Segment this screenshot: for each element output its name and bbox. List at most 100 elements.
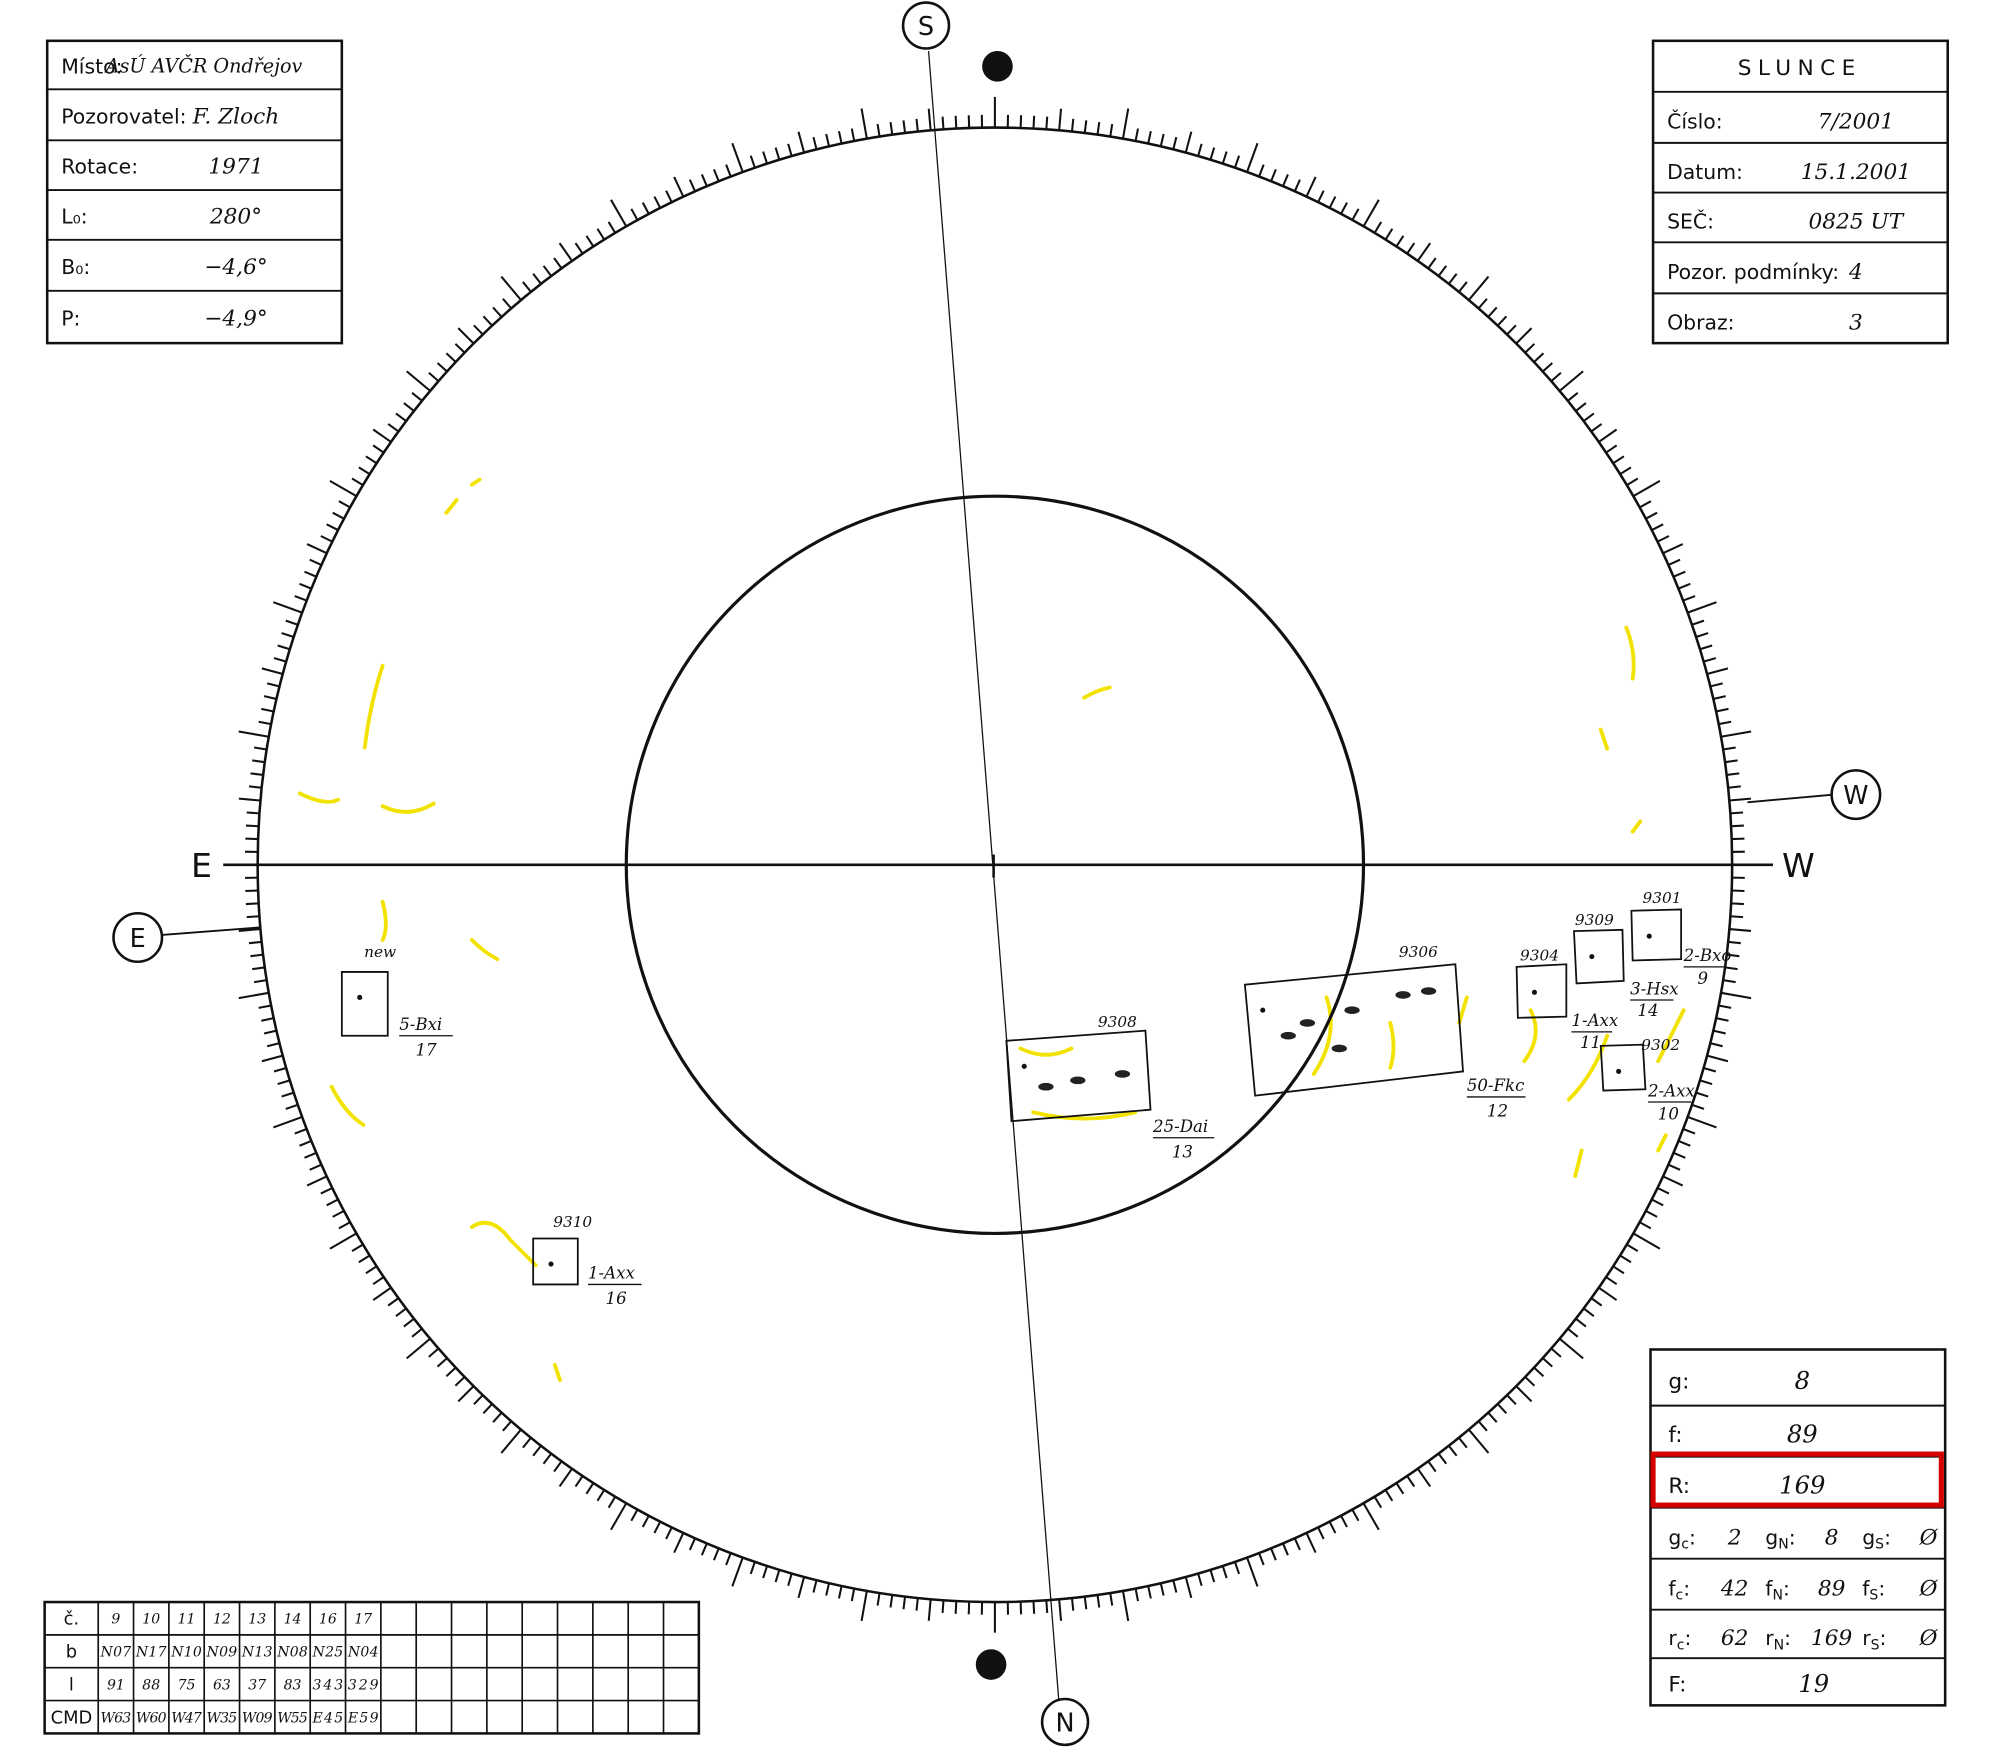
degree-tick bbox=[1293, 179, 1301, 192]
faculae bbox=[297, 477, 1686, 1383]
degree-tick bbox=[329, 1232, 357, 1250]
degree-tick bbox=[1567, 392, 1579, 402]
degree-tick bbox=[585, 1482, 595, 1495]
degree-tick bbox=[812, 1579, 818, 1593]
degree-tick bbox=[797, 131, 806, 153]
degree-tick bbox=[712, 1547, 720, 1561]
group-number: new bbox=[364, 943, 396, 961]
degree-tick bbox=[1172, 136, 1178, 150]
spot bbox=[1344, 1006, 1360, 1015]
split-field: rS: bbox=[1862, 1626, 1886, 1653]
degree-tick bbox=[941, 1600, 945, 1614]
split-field: rN: bbox=[1765, 1626, 1791, 1653]
cell-value: N09 bbox=[206, 1645, 238, 1661]
degree-tick bbox=[1184, 131, 1193, 153]
degree-tick bbox=[372, 444, 385, 454]
group-class: 1-Axx bbox=[588, 1264, 635, 1283]
degree-tick bbox=[358, 466, 371, 475]
degree-tick bbox=[1070, 1597, 1075, 1611]
degree-tick bbox=[1575, 402, 1587, 412]
degree-tick bbox=[252, 966, 265, 971]
degree-tick bbox=[653, 1521, 662, 1534]
degree-tick bbox=[1524, 1376, 1536, 1387]
spot bbox=[1299, 1019, 1316, 1027]
degree-tick bbox=[837, 1585, 843, 1599]
degree-tick bbox=[1678, 582, 1691, 590]
degree-tick bbox=[1718, 1004, 1732, 1009]
degree-tick bbox=[1477, 298, 1488, 310]
degree-tick bbox=[837, 130, 843, 144]
degree-tick bbox=[1395, 1482, 1405, 1495]
field-value: 8 bbox=[1825, 1525, 1839, 1550]
degree-tick bbox=[1384, 228, 1394, 241]
degree-tick bbox=[1639, 500, 1652, 509]
degree-tick bbox=[445, 1366, 457, 1378]
degree-tick bbox=[1395, 235, 1405, 248]
degree-tick bbox=[1605, 444, 1618, 454]
cell-value: W63 bbox=[101, 1710, 132, 1726]
label-sub: c bbox=[1676, 1588, 1684, 1604]
pole-dot bbox=[975, 1649, 1007, 1680]
degree-tick bbox=[825, 133, 831, 147]
degree-tick bbox=[261, 707, 274, 713]
degree-tick bbox=[266, 1042, 280, 1048]
degree-tick bbox=[1458, 1437, 1468, 1449]
cell-value: 16 bbox=[319, 1612, 337, 1628]
degree-tick bbox=[1639, 1221, 1652, 1230]
degree-tick bbox=[688, 1537, 696, 1551]
degree-tick bbox=[258, 1004, 272, 1009]
degree-tick bbox=[1172, 1579, 1178, 1593]
degree-tick bbox=[1720, 991, 1752, 1000]
degree-tick bbox=[238, 991, 270, 1000]
degree-tick bbox=[500, 1428, 522, 1454]
degree-tick bbox=[1687, 1115, 1717, 1129]
degree-tick bbox=[1233, 155, 1241, 169]
degree-tick bbox=[1612, 1265, 1625, 1275]
degree-tick bbox=[1246, 142, 1259, 173]
degree-tick bbox=[1605, 1276, 1618, 1286]
cell-value: W09 bbox=[242, 1710, 273, 1726]
degree-tick bbox=[1651, 1198, 1664, 1207]
degree-tick bbox=[1447, 273, 1458, 285]
degree-tick bbox=[1328, 1521, 1337, 1534]
degree-tick bbox=[1709, 1042, 1723, 1048]
degree-tick bbox=[326, 1198, 339, 1207]
degree-tick bbox=[1731, 824, 1744, 828]
degree-tick bbox=[1703, 657, 1717, 663]
degree-tick bbox=[1598, 428, 1618, 443]
cell-value: 10 bbox=[142, 1612, 160, 1628]
degree-tick bbox=[1447, 1445, 1458, 1457]
observation-table bbox=[45, 39, 344, 345]
degree-tick bbox=[1657, 535, 1670, 543]
cell-value: E59 bbox=[347, 1710, 379, 1726]
degree-tick bbox=[889, 1594, 894, 1608]
degree-tick bbox=[542, 265, 553, 277]
spot bbox=[1331, 1044, 1347, 1053]
degree-tick bbox=[915, 118, 919, 132]
degree-tick bbox=[372, 1276, 385, 1286]
degree-tick bbox=[1270, 169, 1277, 182]
degree-tick bbox=[473, 1394, 484, 1406]
degree-tick bbox=[1406, 242, 1416, 255]
degree-tick bbox=[902, 120, 907, 134]
degree-tick bbox=[1147, 130, 1152, 144]
label-separator: : bbox=[1683, 1576, 1690, 1600]
degree-tick bbox=[860, 1590, 868, 1622]
degree-tick bbox=[731, 1557, 744, 1587]
degree-tick bbox=[1197, 1573, 1203, 1587]
degree-tick bbox=[411, 1327, 423, 1338]
cell-value: N04 bbox=[347, 1645, 379, 1661]
row-label: b bbox=[66, 1642, 77, 1663]
group-index: 11 bbox=[1580, 1033, 1601, 1052]
group-box bbox=[1005, 1029, 1152, 1123]
degree-tick bbox=[238, 928, 261, 932]
degree-tick bbox=[927, 1599, 932, 1621]
degree-tick bbox=[246, 811, 260, 815]
degree-tick bbox=[596, 228, 606, 241]
field-label: SEČ: bbox=[1667, 209, 1714, 234]
cell-value: 9 bbox=[111, 1612, 120, 1628]
compass-circle bbox=[901, 1, 951, 50]
degree-tick bbox=[1645, 511, 1658, 520]
degree-tick bbox=[574, 1475, 584, 1488]
cell-value: N10 bbox=[170, 1645, 202, 1661]
